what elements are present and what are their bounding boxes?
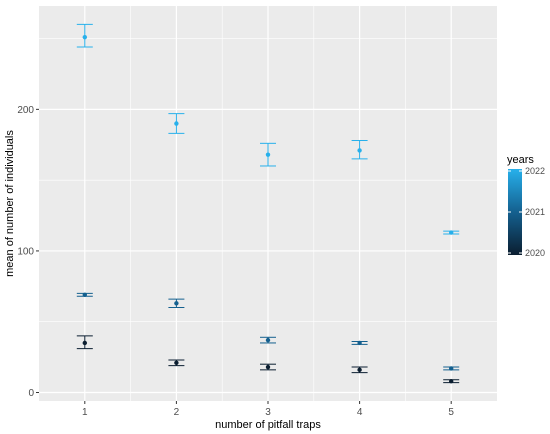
x-axis-title: number of pitfall traps	[215, 419, 321, 431]
y-tick-label: 100	[17, 246, 34, 257]
x-tick-label: 1	[82, 407, 88, 418]
data-point-2021	[357, 340, 362, 346]
data-point-2020	[174, 360, 179, 365]
data-point-2022	[357, 148, 362, 153]
data-point-2021	[82, 292, 88, 298]
data-point-2022	[82, 34, 88, 40]
x-tick-label: 5	[448, 407, 454, 418]
data-point-2022	[174, 121, 179, 126]
y-tick-label: 200	[17, 105, 34, 116]
data-point-2020	[82, 340, 88, 346]
legend-label-2020: 2020	[525, 248, 545, 258]
y-axis-ticks: 0 100 200	[17, 105, 39, 399]
x-tick-label: 4	[357, 407, 363, 418]
data-point-2020	[265, 364, 271, 370]
y-axis-title: mean of number of individuals	[4, 130, 16, 277]
data-point-2021	[265, 337, 271, 343]
y-tick-label: 0	[28, 388, 34, 399]
data-point-2022	[449, 230, 454, 235]
data-point-2021	[174, 301, 179, 306]
x-axis-ticks: 1 2 3 4 5	[82, 401, 454, 418]
data-point-2022	[265, 152, 271, 157]
data-point-2020	[357, 367, 362, 373]
legend-label-2022: 2022	[525, 166, 545, 176]
grid-lines	[39, 6, 497, 401]
legend-label-2021: 2021	[525, 207, 545, 217]
legend-ticks	[508, 170, 522, 254]
data-point-2020	[449, 378, 454, 384]
legend-title: years	[507, 154, 534, 166]
data-point-2021	[449, 366, 454, 371]
x-tick-label: 2	[174, 407, 180, 418]
x-tick-label: 3	[265, 407, 271, 418]
legend-colorbar	[508, 169, 522, 255]
data-points	[82, 34, 454, 384]
legend: years 2022 2021 2020	[507, 154, 545, 258]
